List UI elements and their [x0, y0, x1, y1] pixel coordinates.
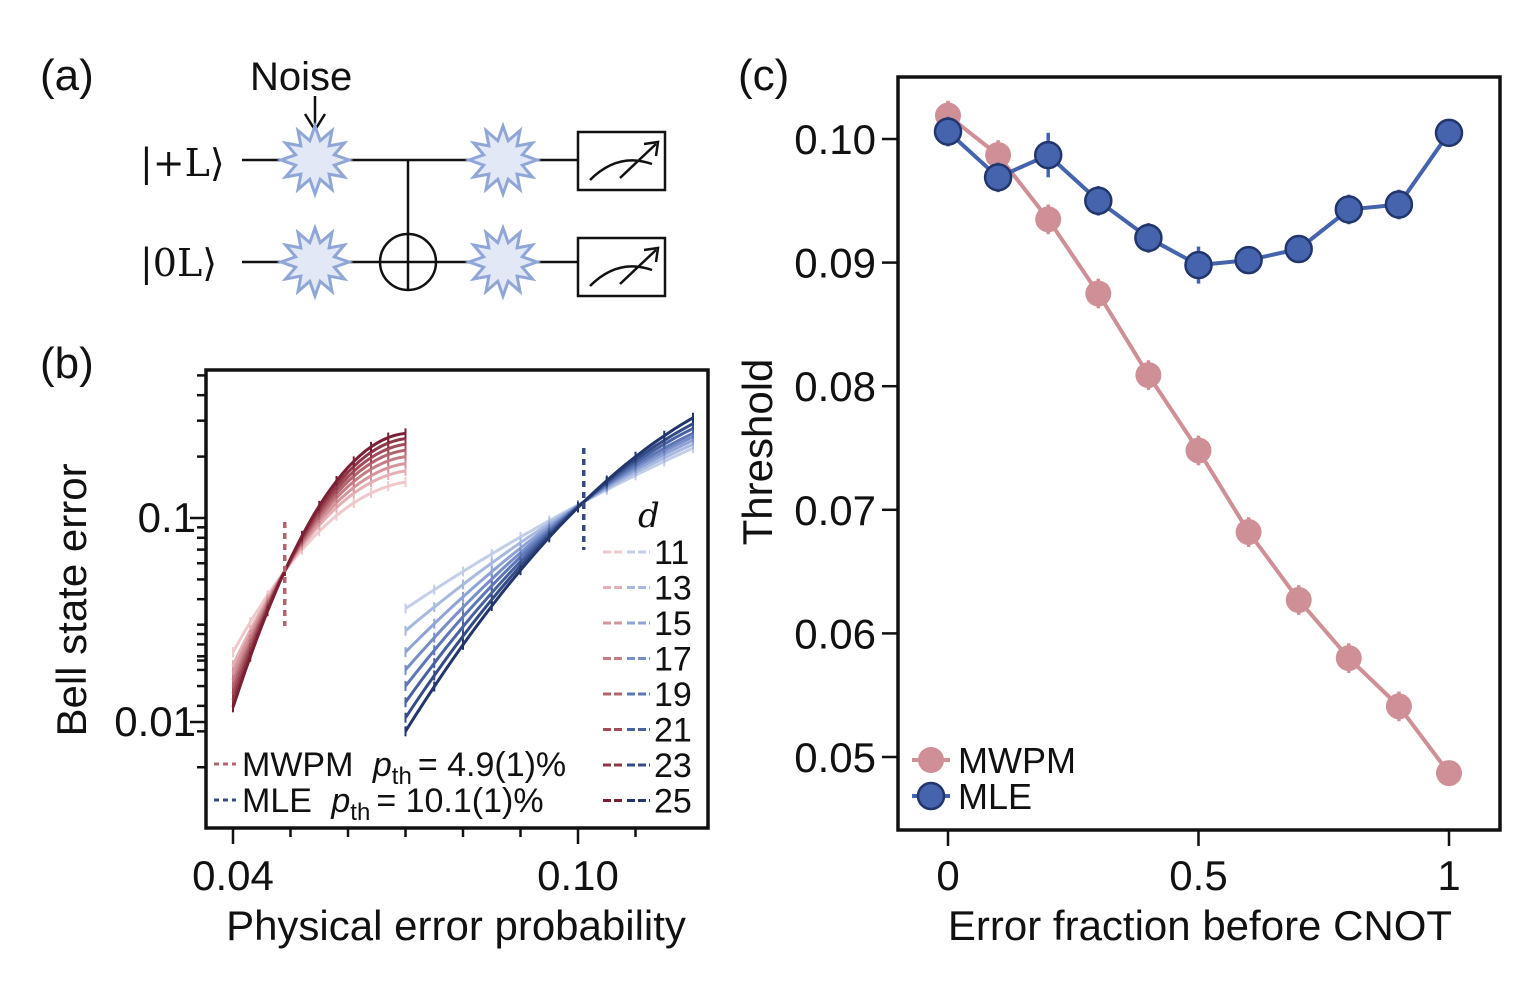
c-point-mle-2 — [1033, 140, 1063, 170]
b-annotation-mwpm-name: MWPM — [242, 746, 353, 784]
b-legend-label-19: 19 — [654, 676, 692, 714]
c-point-mle-0 — [933, 117, 963, 146]
b-ytick-0: 0.1 — [138, 494, 196, 541]
mwpm-curve-d19 — [231, 448, 406, 688]
b-annotation-mwpm-symbol: p — [372, 746, 392, 784]
circuit-diagram: Noise |+L⟩ |0L⟩ — [140, 55, 667, 301]
b-legend-label-21: 21 — [654, 712, 692, 750]
c-point-mle-4 — [1134, 223, 1163, 253]
mwpm-curve-d15 — [231, 462, 406, 674]
noise-label: Noise — [250, 55, 352, 99]
b-legend-label-17: 17 — [654, 641, 692, 679]
c-point-mwpm-4 — [1135, 362, 1162, 389]
c-ytick-4: 0.06 — [794, 610, 876, 657]
c-xtick-0: 0 — [936, 852, 959, 899]
c-ytick-0: 0.10 — [794, 116, 876, 163]
panel-c-chart: 0 0.5 1 0.10 0.09 0.08 0.07 0.06 0.05 Error frac… — [734, 75, 1502, 949]
b-annotation-mle-sub: th — [350, 799, 370, 826]
c-point-mwpm-2 — [1035, 206, 1062, 233]
panel-b-ticks — [190, 374, 637, 844]
b-annotation-mle-value: = 10.1(1)% — [376, 782, 543, 820]
b-legend-label-23: 23 — [654, 747, 692, 785]
panel-c-label: (c) — [738, 51, 789, 100]
b-xtick-0: 0.04 — [192, 852, 274, 899]
panel-b-label: (b) — [40, 339, 94, 388]
c-legend-mle: MLE — [912, 776, 1032, 817]
b-legend-label-11: 11 — [654, 534, 689, 572]
c-point-mwpm-9 — [1385, 693, 1412, 720]
b-legend-label-25: 25 — [654, 783, 692, 821]
qubit-top-label: |+L⟩ — [140, 141, 225, 185]
b-xtick-1: 0.10 — [537, 852, 619, 899]
panel-b-chart: 0.04 0.10 0.1 0.01 Physical error probab… — [48, 368, 710, 949]
svg-text:MLE pth= 10.1(1)%: MLE pth = 10.1(1)% — [242, 782, 544, 826]
b-legend-label-13: 13 — [654, 570, 692, 608]
panel-a-label: (a) — [40, 51, 94, 100]
noise-burst-3 — [464, 223, 542, 301]
panel-b-curves — [231, 412, 694, 737]
b-annotation-mwpm-value: = 4.9(1)% — [418, 746, 566, 784]
b-xlabel: Physical error probability — [226, 902, 686, 949]
c-xtick-1: 0.5 — [1169, 852, 1227, 899]
c-line-mle — [946, 130, 1451, 268]
c-ylabel: Threshold — [734, 359, 781, 546]
noise-burst-2 — [276, 223, 354, 301]
c-point-mle-6 — [1234, 245, 1263, 275]
c-point-mwpm-1 — [985, 142, 1012, 169]
c-ytick-1: 0.09 — [794, 240, 876, 287]
c-point-mle-10 — [1434, 118, 1464, 148]
b-ylabel: Bell state error — [48, 463, 95, 736]
b-annotation-mle-name: MLE — [242, 782, 312, 820]
noise-burst-1 — [464, 121, 542, 199]
b-annotation-mwpm: MWPM pth = 4.9(1)% — [214, 746, 566, 790]
mwpm-curve-d21 — [231, 442, 406, 695]
c-xtick-2: 1 — [1437, 852, 1460, 899]
panel-c-ticks: 0 0.5 1 0.10 0.09 0.08 0.07 0.06 0.05 — [794, 116, 1460, 899]
c-point-mle-9 — [1384, 190, 1414, 219]
c-point-mwpm-10 — [1436, 760, 1462, 787]
c-point-mle-8 — [1334, 195, 1364, 224]
b-annotation-mle: MLE pth = 10.1(1)% — [214, 782, 544, 826]
c-point-mle-3 — [1084, 186, 1113, 216]
b-legend-title: d — [638, 496, 660, 536]
c-legend-mwpm: MWPM — [912, 740, 1076, 781]
panel-c-series — [933, 100, 1464, 787]
svg-text:MWPM pth= 4.9(1)%: MWPM pth = 4.9(1)% — [242, 746, 566, 790]
measurement-top — [576, 130, 667, 192]
c-point-mwpm-5 — [1185, 437, 1212, 464]
c-point-mwpm-3 — [1085, 280, 1112, 307]
c-legend-mwpm-label: MWPM — [958, 740, 1076, 781]
mle-curve-d19 — [404, 431, 694, 688]
c-xlabel: Error fraction before CNOT — [948, 902, 1452, 949]
noise-burst-0 — [276, 121, 354, 199]
c-ytick-3: 0.07 — [794, 487, 876, 534]
b-legend-label-15: 15 — [654, 605, 692, 643]
qubit-bottom-label: |0L⟩ — [140, 241, 217, 285]
mwpm-curve-d25 — [231, 431, 406, 708]
measurement-bottom — [576, 236, 667, 298]
b-annotation-mle-symbol: p — [330, 782, 350, 820]
c-point-mle-7 — [1284, 234, 1313, 264]
c-legend-mle-label: MLE — [958, 776, 1032, 817]
c-ytick-2: 0.08 — [794, 363, 876, 410]
c-ytick-5: 0.05 — [794, 734, 876, 781]
c-point-mle-1 — [983, 163, 1013, 192]
b-ytick-1: 0.01 — [114, 698, 196, 745]
c-point-mwpm-7 — [1285, 587, 1312, 614]
c-point-mle-5 — [1184, 250, 1213, 280]
b-annotation-mwpm-sub: th — [392, 763, 412, 790]
c-point-mwpm-8 — [1335, 645, 1362, 672]
c-point-mwpm-6 — [1235, 519, 1262, 546]
